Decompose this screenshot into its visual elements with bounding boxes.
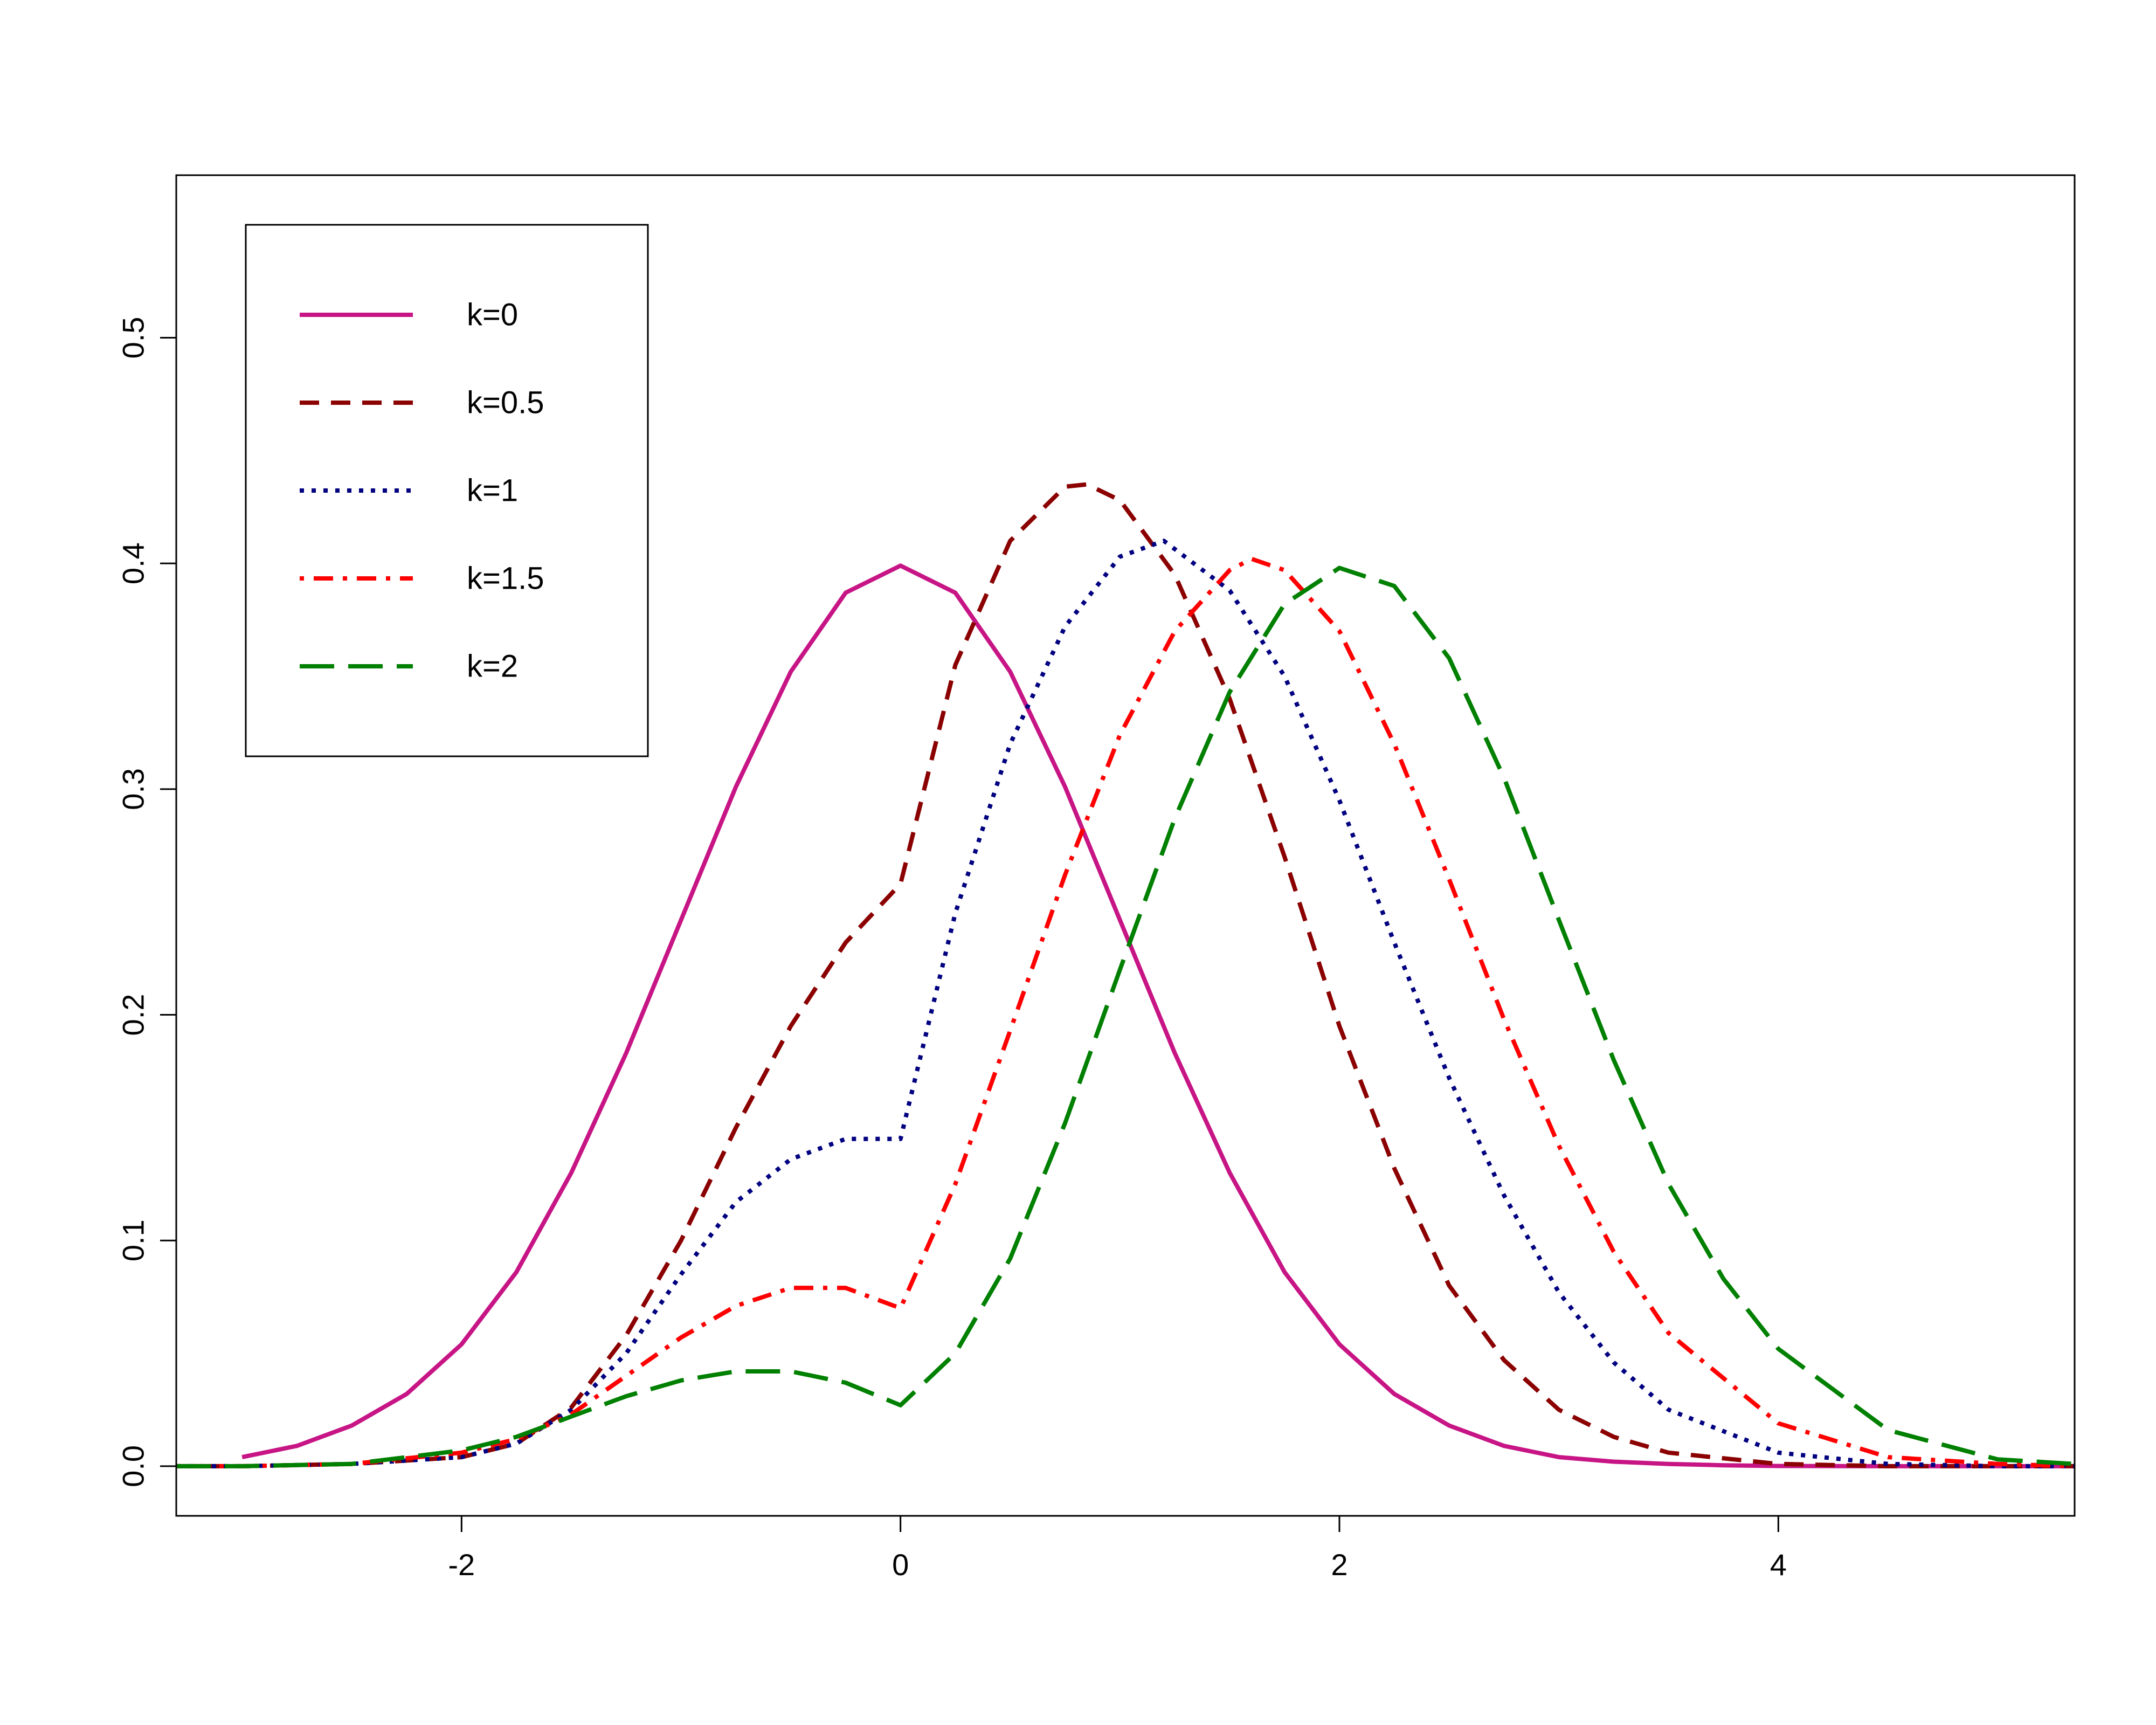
legend-label-4: k=2 (467, 649, 518, 684)
series-line-2 (176, 539, 2075, 1468)
y-tick-label: 0.0 (116, 1445, 150, 1487)
series-layer (176, 482, 2075, 1468)
series-line-4 (176, 565, 2075, 1468)
legend-label-0: k=0 (467, 298, 518, 333)
y-axis: 0.0 0.1 0.2 0.3 0.4 0.5 (116, 317, 177, 1487)
legend-box (245, 224, 649, 757)
x-axis: -2 0 2 4 (448, 1515, 1787, 1582)
series-line-1 (176, 482, 2075, 1468)
legend-label-1: k=0.5 (467, 385, 544, 420)
y-tick-label: 0.3 (116, 768, 150, 810)
x-tick-label: 2 (1331, 1548, 1348, 1582)
x-tick-label: 4 (1770, 1548, 1787, 1582)
y-tick-label: 0.4 (116, 542, 150, 584)
legend-label-2: k=1 (467, 473, 518, 508)
y-tick-label: 0.2 (116, 994, 150, 1036)
y-tick-label: 0.1 (116, 1219, 150, 1261)
legend-label-3: k=1.5 (467, 561, 544, 596)
x-tick-label: -2 (448, 1548, 475, 1582)
y-tick-label: 0.5 (116, 317, 150, 359)
series-line-0 (241, 563, 2075, 1468)
legend: k=0 k=0.5 k=1 k=1.5 k=2 (245, 224, 649, 757)
x-tick-label: 0 (892, 1548, 909, 1582)
